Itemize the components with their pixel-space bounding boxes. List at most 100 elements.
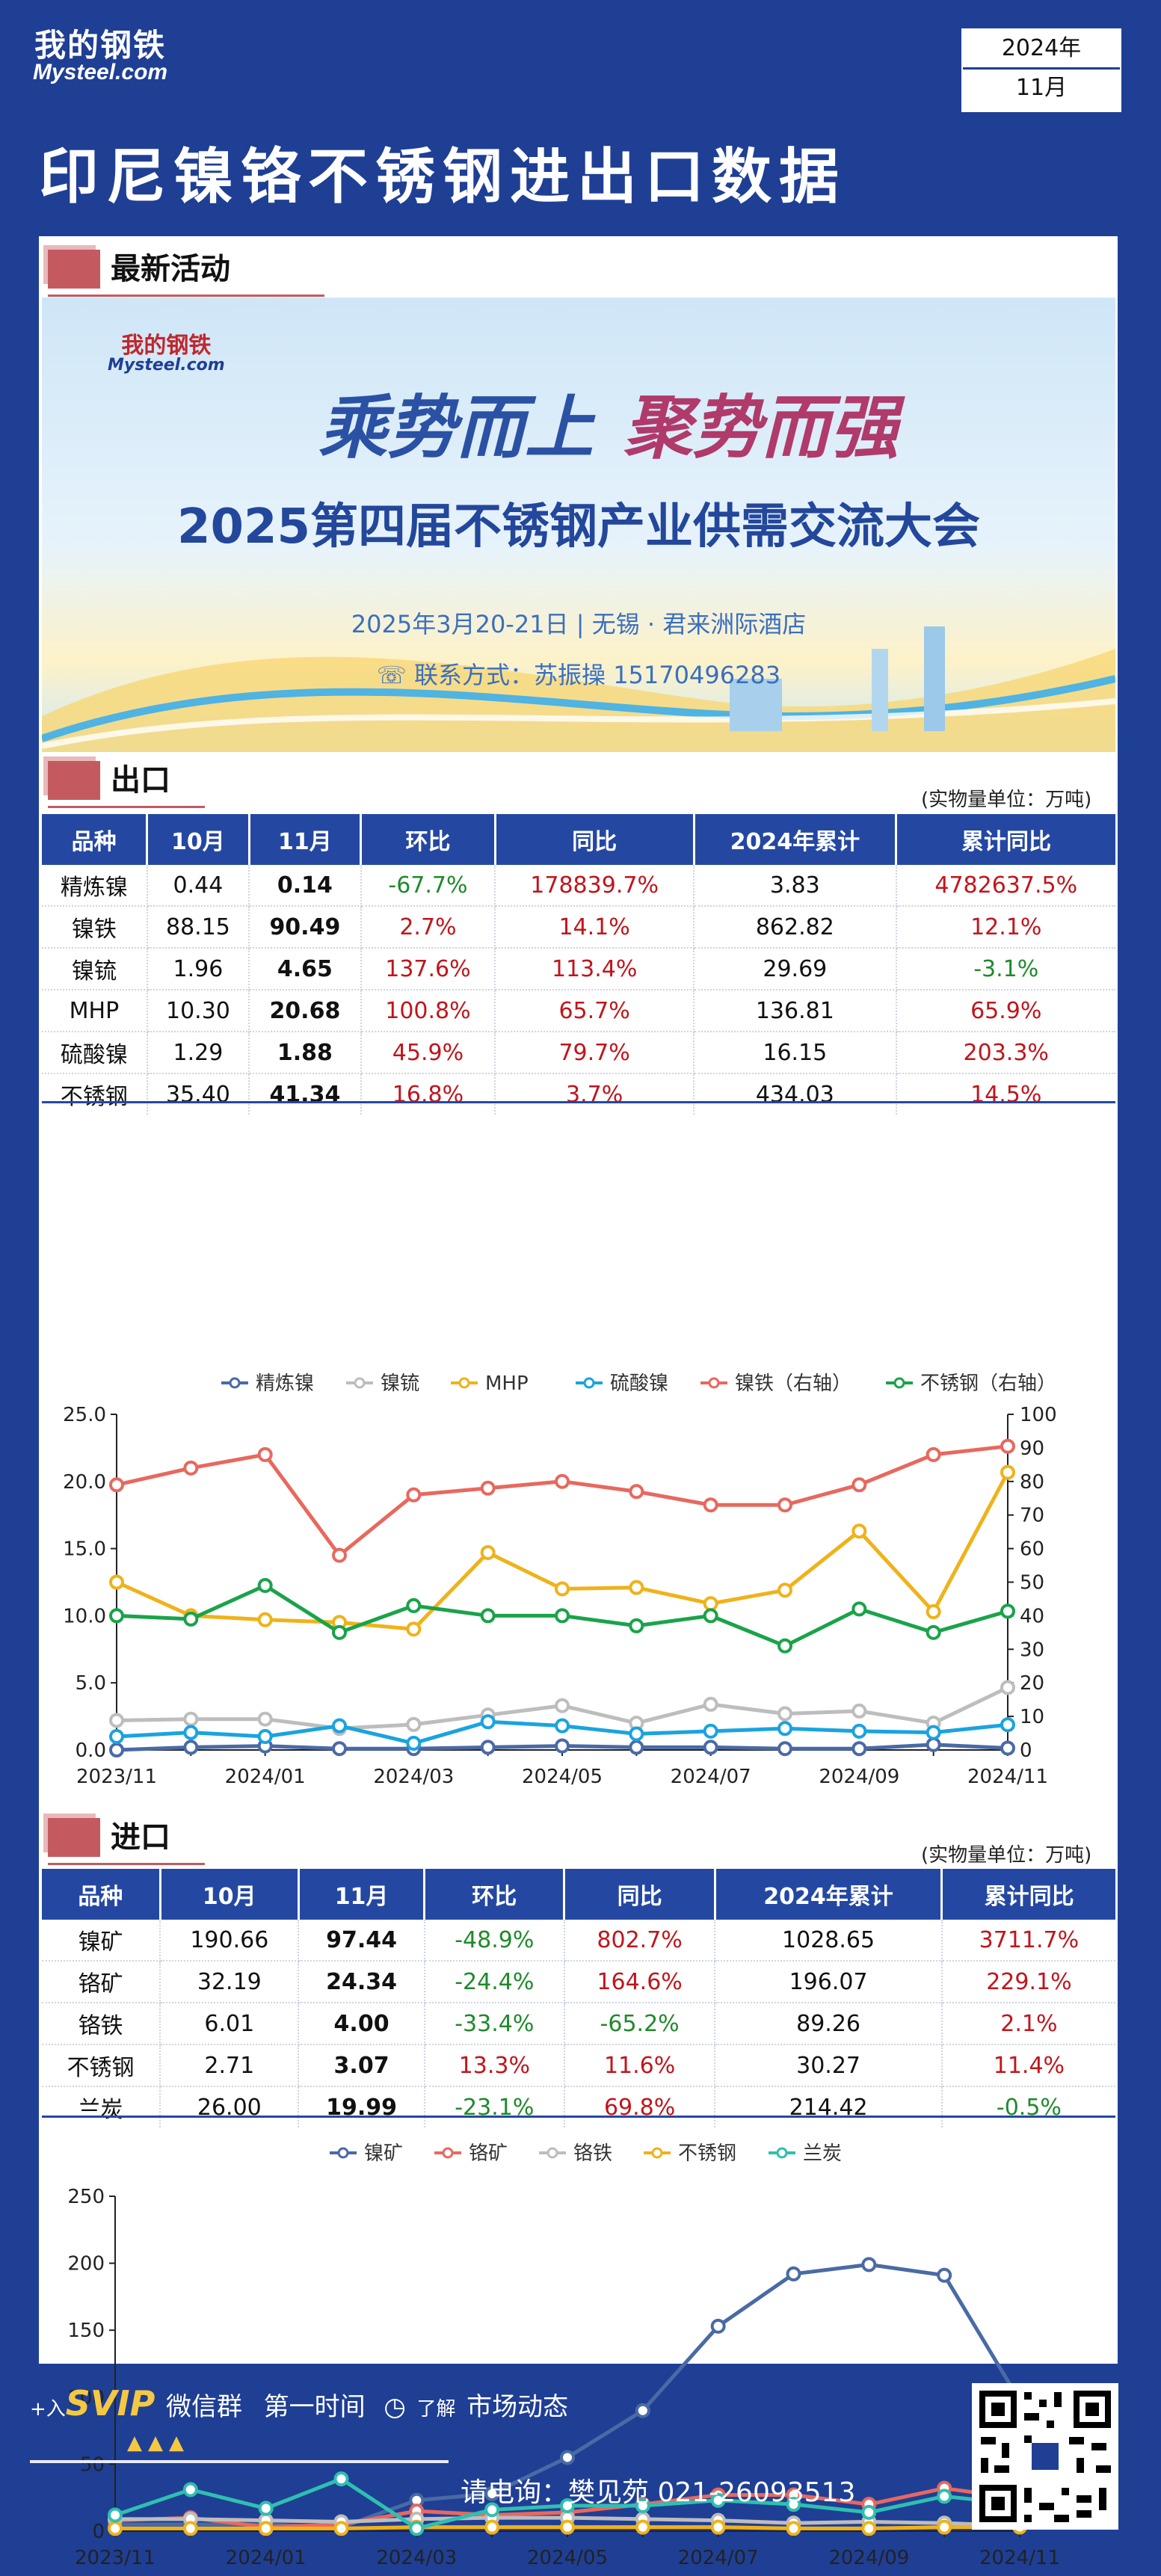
slogan-2: 聚势而强 <box>623 387 899 468</box>
data-point <box>480 1544 496 1560</box>
data-point <box>703 1608 718 1624</box>
import-table: 品种 10月 11月 环比 同比 2024年累计 累计同比 镍矿 190.66 97.44 -48… <box>42 1869 1115 2127</box>
data-point <box>406 1621 422 1637</box>
data-point <box>851 1601 867 1617</box>
section-title: 进口 <box>111 1820 170 1855</box>
table-cell: 6.01 <box>160 2003 300 2045</box>
market-label: 市场动态 <box>466 2392 569 2422</box>
table-cell: 90.49 <box>249 906 362 949</box>
data-point <box>861 2504 877 2520</box>
table-cell: -48.9% <box>424 1920 565 1962</box>
table-cell: 862.82 <box>694 906 897 949</box>
footer-promo[interactable]: +入SVIP 微信群 第一时间 ◷ 了解 市场动态 ▲▲▲ <box>30 2381 568 2463</box>
table-cell: 3.7% <box>495 1073 695 1115</box>
table-cell: 88.15 <box>147 906 250 949</box>
x-tick-label: 2024/01 <box>226 2547 307 2569</box>
data-point <box>183 1725 199 1740</box>
table-cell: -3.1% <box>896 948 1115 990</box>
table-cell: 113.4% <box>495 948 695 990</box>
data-point <box>1000 1464 1015 1480</box>
data-point <box>108 2521 123 2536</box>
data-point <box>560 2519 575 2535</box>
data-point <box>851 1741 867 1757</box>
table-cell: 12.1% <box>896 906 1115 949</box>
table-cell: 11.4% <box>941 2045 1115 2087</box>
table-cell: 1.29 <box>147 1032 250 1074</box>
table-cell: 19.99 <box>298 2086 425 2127</box>
banner-logo: 我的钢铁 Mysteel.com <box>108 335 225 374</box>
data-point <box>560 2498 575 2513</box>
legend-label: 不锈钢 <box>678 2142 736 2165</box>
data-point <box>258 2521 274 2536</box>
legend-marker <box>651 2147 663 2159</box>
x-tick-label: 2024/05 <box>527 2547 608 2569</box>
qr-code-icon[interactable] <box>972 2383 1118 2530</box>
legend-marker <box>583 1377 595 1389</box>
data-point <box>406 1597 422 1613</box>
data-point <box>777 1638 792 1654</box>
table-cell: 4.65 <box>249 948 362 990</box>
y-tick-label: 0 <box>92 2521 105 2543</box>
legend-item: MHP <box>451 1372 529 1395</box>
table-cell: 3.07 <box>298 2045 425 2087</box>
table-cell: 16.8% <box>360 1073 496 1115</box>
y-tick-label: 50 <box>80 2453 105 2476</box>
table-cell: 2.1% <box>941 2003 1115 2045</box>
data-point <box>480 1480 496 1496</box>
data-point <box>183 1711 199 1727</box>
legend-label: MHP <box>485 1372 529 1395</box>
table-cell: 802.7% <box>564 1920 716 1962</box>
table-cell: 45.9% <box>360 1032 496 1074</box>
x-tick-label: 2024/07 <box>671 1766 751 1788</box>
x-tick-label: 2023/11 <box>75 2547 155 2569</box>
y-tick-label: 150 <box>67 2320 105 2342</box>
data-point <box>937 2267 952 2283</box>
import-unit: (实物量单位：万吨) <box>921 1844 1092 1867</box>
section-underline <box>48 1863 205 1865</box>
event-title: 2025第四届不锈钢产业供需交流大会 <box>176 499 981 555</box>
data-point <box>406 1736 422 1751</box>
data-point <box>710 2519 726 2535</box>
column-header: 2024年累计 <box>694 814 898 865</box>
legend-label: 精炼镍 <box>256 1372 314 1395</box>
table-cell: 214.42 <box>715 2086 943 2127</box>
table-cell: 32.19 <box>160 1961 300 2003</box>
column-header: 累计同比 <box>941 1869 1115 1920</box>
data-point <box>786 2521 801 2536</box>
table-cell: -0.5% <box>996 2094 1062 2121</box>
section-marker <box>48 250 100 289</box>
table-cell: 不锈钢 <box>42 1073 148 1115</box>
legend-item: 不锈钢 <box>644 2142 736 2165</box>
y2-tick-label: 60 <box>1020 1538 1044 1561</box>
legend-item: 镍铁（右轴） <box>700 1372 851 1395</box>
event-banner[interactable]: 我的钢铁 Mysteel.com 乘势而上 聚势而强 2025第四届不锈钢产业供需… <box>42 298 1115 752</box>
x-tick-label: 2024/11 <box>979 2547 1060 2569</box>
legend-marker <box>708 1377 720 1389</box>
table-cell: 10.30 <box>147 990 250 1032</box>
table-cell: 兰炭 <box>42 2086 161 2127</box>
data-point <box>629 1726 644 1742</box>
table-cell: 164.6% <box>564 1961 716 2003</box>
x-tick-label: 2023/11 <box>76 1766 157 1788</box>
table-cell: -24.4% <box>424 1961 565 2003</box>
table-cell: 1028.65 <box>715 1920 943 1962</box>
series <box>109 1577 1015 1654</box>
data-point <box>258 2500 274 2516</box>
table-row: MHP 10.30 20.68 100.8% 65.7% 136.81 65.9% <box>42 990 1115 1032</box>
event-date-place: 2025年3月20-21日 | 无锡 · 君来洲际酒店 <box>351 610 807 638</box>
table-header-row: 品种 10月 11月 环比 同比 2024年累计 累计同比 <box>42 1869 1115 1920</box>
table-cell: 30.27 <box>715 2045 943 2087</box>
qr-pattern <box>979 2391 1111 2522</box>
column-header: 10月 <box>160 1869 300 1920</box>
table-cell: 1.96 <box>147 948 250 990</box>
legend-item: 铬铁 <box>539 2142 612 2165</box>
data-point <box>851 1477 867 1493</box>
vip-prefix: +入 <box>30 2398 66 2421</box>
data-point <box>710 2492 726 2508</box>
table-cell: -23.1% <box>424 2086 565 2127</box>
section-export: 出口 <box>48 755 205 808</box>
y-tick-label: 200 <box>67 2253 105 2275</box>
x-tick-label: 2024/07 <box>678 2547 759 2569</box>
table-header-row: 品种 10月 11月 环比 同比 2024年累计 累计同比 <box>42 814 1115 865</box>
data-point <box>777 1721 792 1737</box>
